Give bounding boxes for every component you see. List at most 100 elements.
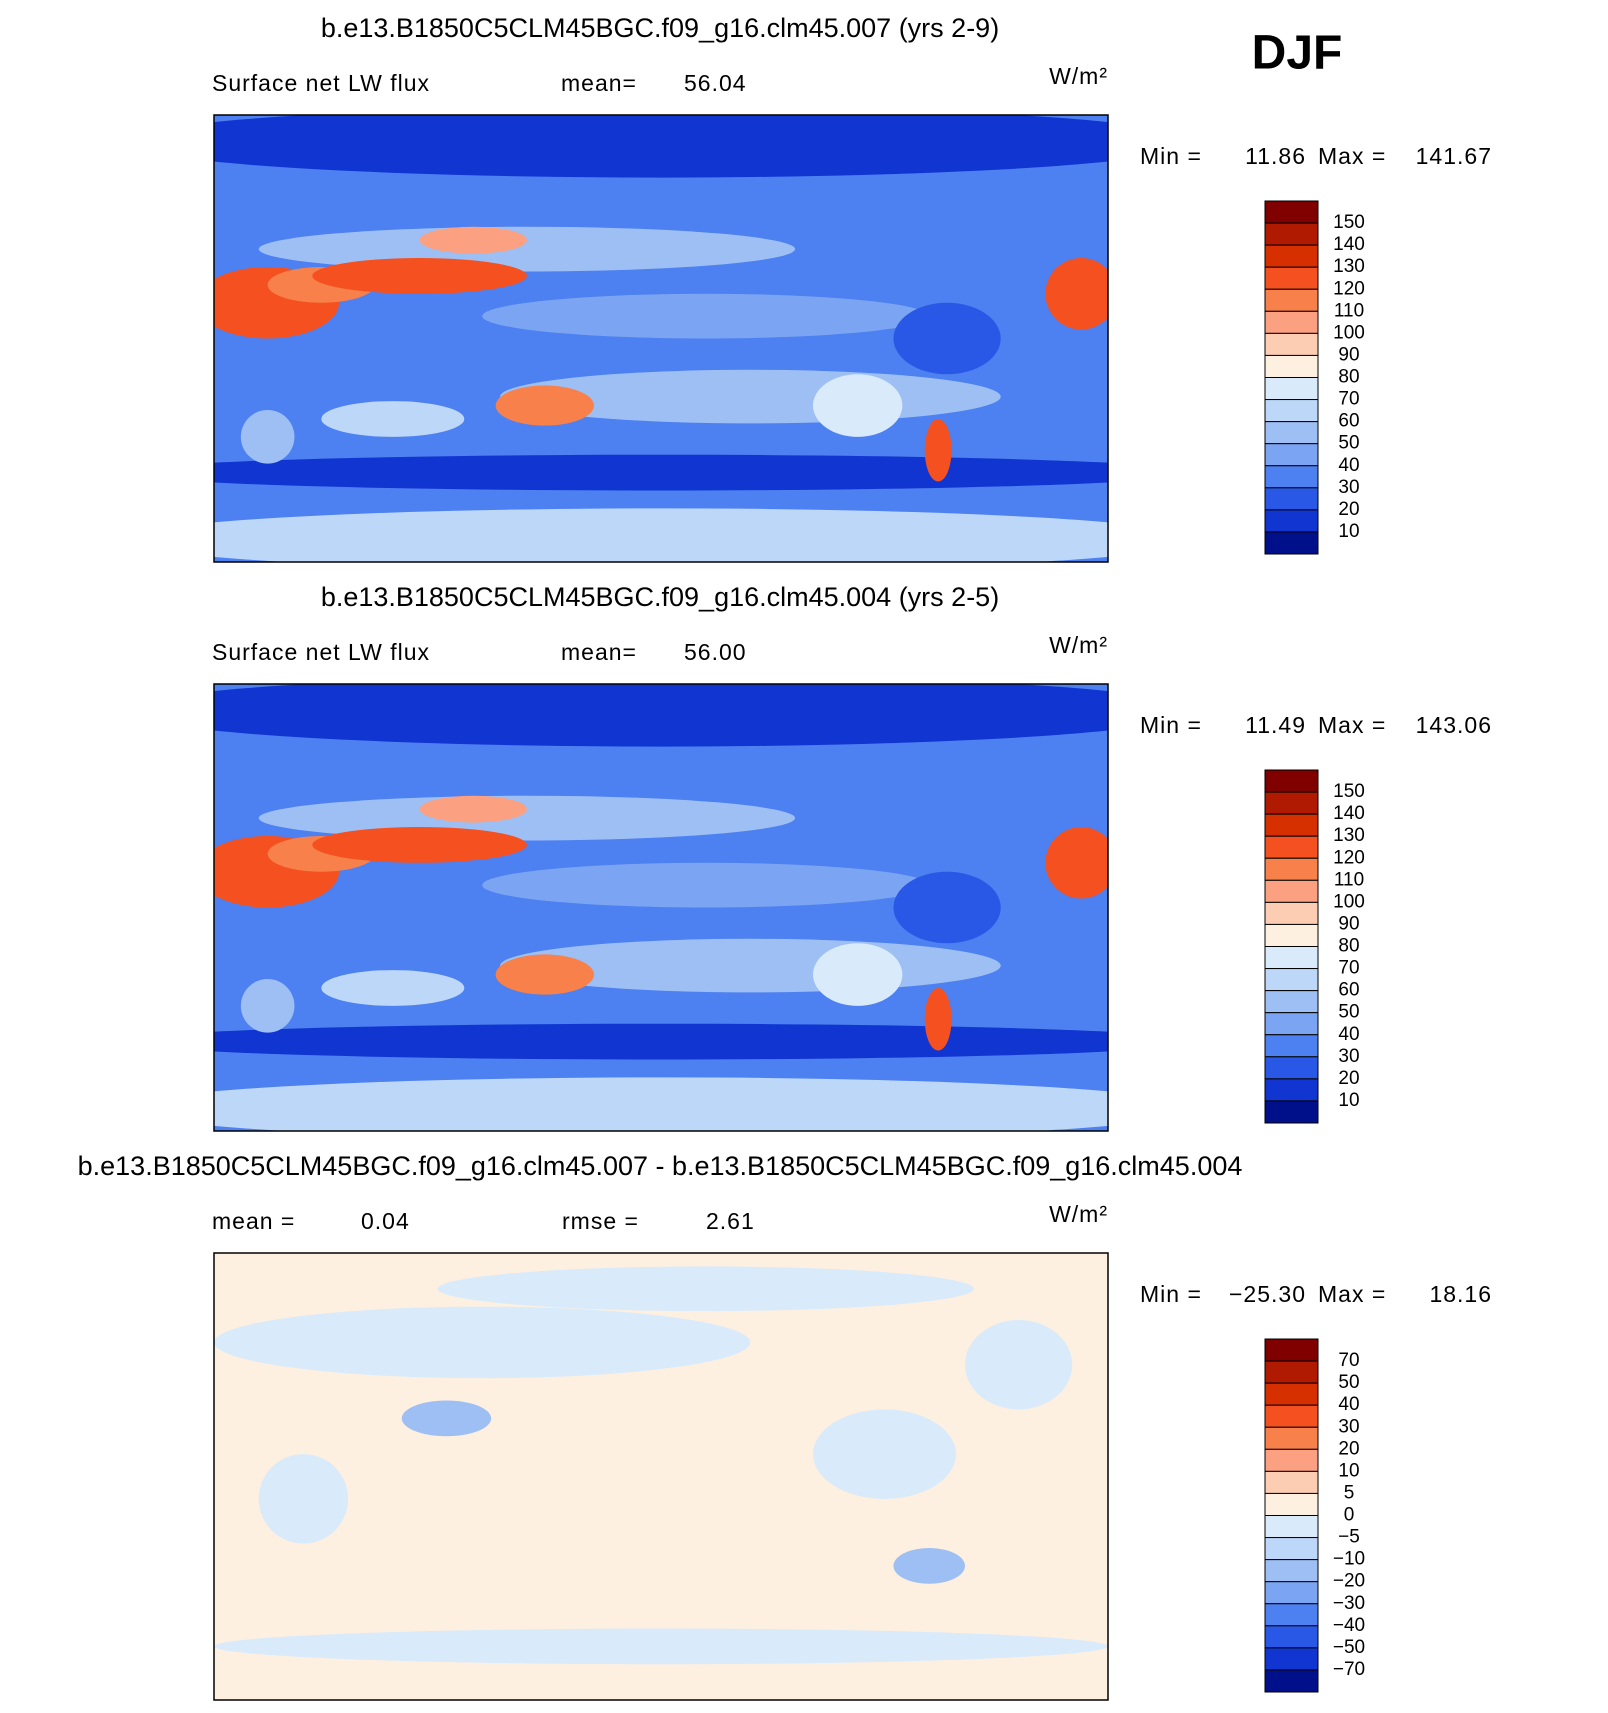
map-field-patch — [495, 385, 594, 426]
colorbar-label: −10 — [1333, 1549, 1365, 1570]
map-field-patch — [312, 827, 527, 863]
map-field-patch — [924, 418, 952, 482]
colorbar-box — [1264, 1515, 1319, 1539]
colorbar-box — [1264, 990, 1319, 1014]
colorbar-label: 10 — [1338, 521, 1359, 542]
map-frame — [213, 114, 1109, 563]
colorbar-box — [1264, 509, 1319, 533]
map-field-patch — [258, 1454, 349, 1544]
units-label: W/m² — [1049, 632, 1108, 658]
min-value: 11.49 — [1245, 712, 1306, 738]
map-field-patch — [240, 979, 295, 1033]
map-field-patch — [214, 508, 1108, 562]
colorbar-label: 30 — [1338, 477, 1359, 498]
units-label: W/m² — [1049, 1201, 1108, 1227]
min-label: Min = — [1140, 1281, 1202, 1307]
colorbar-box — [1264, 791, 1319, 815]
colorbar-box — [1264, 1338, 1319, 1362]
colorbar-box — [1264, 1100, 1319, 1124]
colorbar-label: 50 — [1338, 433, 1359, 454]
stat-value: 56.00 — [684, 639, 747, 665]
colorbar-label: 110 — [1334, 869, 1364, 890]
max-value: 143.06 — [1416, 712, 1492, 738]
colorbar-label: 40 — [1338, 455, 1359, 476]
variable-label: Surface net LW flux — [212, 70, 430, 96]
colorbar-label: 50 — [1338, 1372, 1359, 1393]
colorbar-label: −5 — [1338, 1527, 1360, 1548]
colorbar-label: 100 — [1333, 322, 1365, 343]
colorbar-label: 40 — [1338, 1024, 1359, 1045]
map-frame — [213, 683, 1109, 1132]
colorbar-label: 30 — [1338, 1046, 1359, 1067]
colorbar-label: 140 — [1333, 803, 1365, 824]
max-value: 18.16 — [1429, 1281, 1492, 1307]
min-value: −25.30 — [1229, 1281, 1306, 1307]
colorbar-box — [1264, 968, 1319, 992]
map — [214, 1253, 1108, 1700]
colorbar-label: 120 — [1333, 847, 1365, 868]
colorbar-box — [1264, 1559, 1319, 1583]
colorbar-label: 10 — [1338, 1090, 1359, 1111]
colorbar-box — [1264, 1581, 1319, 1605]
map-field-patch — [924, 987, 952, 1051]
colorbar-box — [1264, 813, 1319, 837]
map-field-patch — [437, 1266, 974, 1312]
map-field-patch — [321, 970, 465, 1006]
map-field-patch — [214, 1628, 1108, 1665]
colorbar-label: 20 — [1338, 1068, 1359, 1089]
max-label: Max = — [1318, 712, 1386, 738]
stat-label: mean= — [561, 70, 637, 96]
map-field-patch — [214, 1077, 1108, 1131]
min-label: Min = — [1140, 143, 1202, 169]
map — [214, 684, 1108, 1131]
units-label: W/m² — [1049, 63, 1108, 89]
colorbar-label: 110 — [1334, 300, 1364, 321]
panel-title: b.e13.B1850C5CLM45BGC.f09_g16.clm45.007 … — [78, 1151, 1243, 1181]
map-field-patch — [214, 454, 1108, 491]
colorbar-label: 30 — [1338, 1416, 1359, 1437]
max-label: Max = — [1318, 143, 1386, 169]
max-value: 141.67 — [1416, 143, 1492, 169]
colorbar-box — [1264, 1078, 1319, 1102]
colorbar-label: 130 — [1333, 256, 1365, 277]
colorbar-label: 40 — [1338, 1394, 1359, 1415]
map-field-patch — [482, 862, 930, 908]
colorbar-box — [1264, 421, 1319, 445]
colorbar-label: −40 — [1333, 1615, 1365, 1636]
map-frame — [213, 1252, 1109, 1701]
stat-value: 56.04 — [684, 70, 747, 96]
panel-title: b.e13.B1850C5CLM45BGC.f09_g16.clm45.007 … — [321, 13, 999, 43]
colorbar-box — [1264, 946, 1319, 970]
colorbar-box — [1264, 1647, 1319, 1671]
colorbar-label: 70 — [1338, 389, 1359, 410]
colorbar-box — [1264, 244, 1319, 268]
map-field-patch — [240, 410, 295, 464]
colorbar-box — [1264, 1382, 1319, 1406]
colorbar-label: −20 — [1333, 1571, 1365, 1592]
season-label: DJF — [1252, 27, 1343, 80]
colorbar-label: 150 — [1333, 781, 1365, 802]
stat-value: 2.61 — [706, 1208, 755, 1234]
colorbar-label: −50 — [1333, 1637, 1365, 1658]
map-field-patch — [401, 1400, 492, 1437]
colorbar-box — [1264, 1034, 1319, 1058]
colorbar-box — [1264, 835, 1319, 859]
colorbar-label: 120 — [1333, 278, 1365, 299]
colorbar-label: 90 — [1338, 344, 1359, 365]
map-field-patch — [893, 1548, 965, 1584]
map — [214, 115, 1108, 562]
colorbar-label: 80 — [1338, 936, 1359, 957]
map-field-patch — [1045, 827, 1108, 899]
colorbar-label: 20 — [1338, 1438, 1359, 1459]
panel-title: b.e13.B1850C5CLM45BGC.f09_g16.clm45.004 … — [321, 582, 999, 612]
colorbar-box — [1264, 1426, 1319, 1450]
colorbar-label: 60 — [1338, 411, 1359, 432]
map-field-patch — [214, 115, 1108, 178]
colorbar-label: 130 — [1333, 825, 1365, 846]
colorbar-box — [1264, 531, 1319, 555]
colorbar-box — [1264, 310, 1319, 334]
map-field-patch — [214, 684, 1108, 747]
colorbar-box — [1264, 377, 1319, 401]
colorbar-label: 70 — [1338, 1350, 1359, 1371]
stat-label: mean= — [561, 639, 637, 665]
